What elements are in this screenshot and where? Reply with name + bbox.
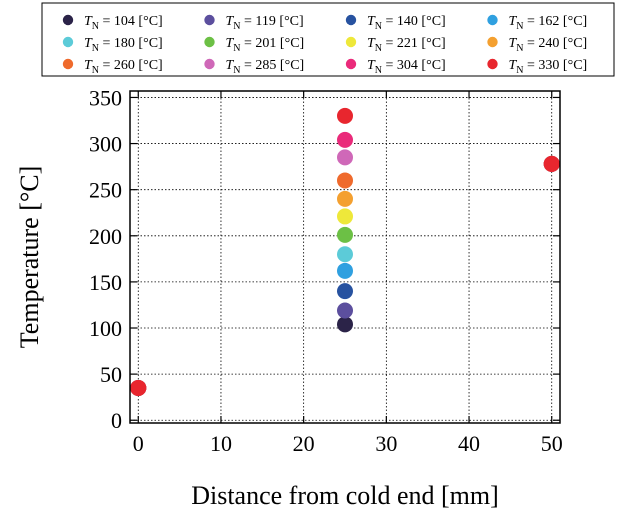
data-points — [130, 107, 560, 396]
legend-marker — [204, 14, 215, 26]
plot-frame — [129, 90, 561, 424]
data-point — [337, 208, 353, 225]
legend-item: TN = 304 [°C] — [345, 58, 446, 76]
legend-label: TN = 119 [°C] — [226, 14, 304, 32]
x-tick-label: 40 — [458, 431, 480, 456]
x-tick-label: 20 — [293, 431, 315, 456]
x-tick-label: 50 — [541, 431, 563, 456]
x-axis-title: Distance from cold end [mm] — [191, 481, 499, 510]
y-tick-label: 350 — [89, 85, 122, 110]
y-tick-label: 150 — [89, 270, 122, 295]
legend-item: TN = 162 [°C] — [487, 14, 587, 32]
legend-marker — [487, 36, 498, 48]
x-tick-label: 30 — [375, 431, 397, 456]
data-point — [337, 316, 353, 333]
legend-marker — [62, 14, 74, 26]
legend-box — [41, 2, 615, 77]
legend-marker — [62, 36, 74, 48]
data-point — [337, 107, 353, 124]
legend-item: TN = 285 [°C] — [204, 58, 304, 76]
legend-label: TN = 240 [°C] — [509, 36, 588, 54]
legend-label: TN = 221 [°C] — [367, 36, 446, 54]
grid-lines — [130, 91, 560, 423]
legend-marker — [62, 58, 74, 70]
legend-label: TN = 201 [°C] — [226, 36, 305, 54]
legend-marker — [345, 36, 357, 48]
legend-marker — [487, 58, 498, 70]
data-point — [337, 246, 353, 263]
legend-label: TN = 330 [°C] — [509, 58, 588, 76]
y-tick-label: 300 — [89, 132, 122, 157]
legend-label: TN = 140 [°C] — [367, 14, 446, 32]
y-axis-title: Temperature [°C] — [15, 166, 44, 349]
y-tick-label: 100 — [89, 316, 122, 341]
legend: TN = 104 [°C] TN = 119 [°C] TN = 140 [°C] T… — [62, 14, 587, 76]
data-point — [337, 283, 353, 300]
legend-marker — [345, 14, 357, 26]
legend-item: TN = 260 [°C] — [62, 58, 163, 76]
y-tick-label: 200 — [89, 224, 122, 249]
x-tick-label: 0 — [133, 431, 144, 456]
data-point — [337, 302, 353, 319]
legend-item: TN = 119 [°C] — [204, 14, 304, 32]
data-point — [337, 172, 353, 189]
legend-item: TN = 330 [°C] — [487, 58, 587, 76]
legend-item: TN = 240 [°C] — [487, 36, 587, 54]
legend-item: TN = 221 [°C] — [345, 36, 446, 54]
legend-label: TN = 180 [°C] — [84, 36, 163, 54]
legend-label: TN = 104 [°C] — [84, 14, 163, 32]
legend-label: TN = 162 [°C] — [509, 14, 588, 32]
y-tick-label: 250 — [89, 178, 122, 203]
y-tick-label: 0 — [111, 408, 122, 433]
y-tick-label: 50 — [100, 362, 122, 387]
x-tick-label: 10 — [210, 431, 232, 456]
axis-ticks: 0 10 20 30 40 50 0 50 100 150 200 250 300 350 — [89, 85, 563, 456]
data-point — [543, 155, 560, 172]
data-point — [337, 262, 353, 279]
legend-label: TN = 304 [°C] — [367, 58, 446, 76]
data-point — [337, 149, 353, 166]
data-point — [337, 190, 353, 207]
legend-marker — [204, 58, 215, 70]
legend-item: TN = 201 [°C] — [204, 36, 304, 54]
legend-label: TN = 260 [°C] — [84, 58, 163, 76]
legend-item: TN = 104 [°C] — [62, 14, 163, 32]
legend-item: TN = 140 [°C] — [345, 14, 446, 32]
legend-marker — [204, 36, 215, 48]
data-point — [130, 379, 147, 396]
data-point — [337, 131, 353, 148]
legend-marker — [487, 14, 498, 26]
legend-label: TN = 285 [°C] — [226, 58, 305, 76]
data-point — [337, 226, 353, 243]
legend-marker — [345, 58, 357, 70]
legend-item: TN = 180 [°C] — [62, 36, 163, 54]
